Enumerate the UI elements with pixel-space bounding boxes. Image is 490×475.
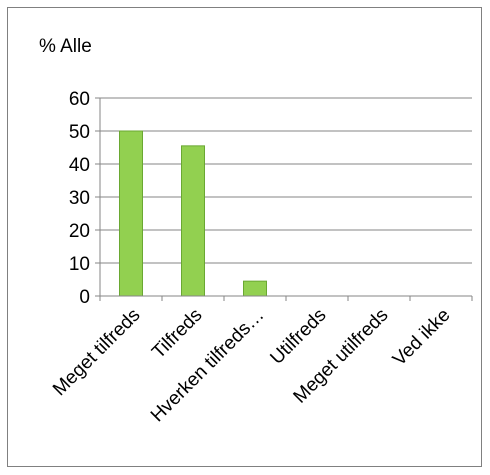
y-tick-label: 10 (69, 254, 90, 275)
x-tick-label: Meget tilfreds (49, 305, 144, 400)
y-tick-label: 0 (79, 287, 90, 308)
y-tick-label: 20 (69, 221, 90, 242)
x-tick-label: Hverken tilfreds… (147, 305, 269, 427)
y-tick-labels: 0 10 20 30 40 50 60 (69, 89, 90, 308)
chart-title: % Alle (39, 36, 92, 57)
y-tick-label: 50 (69, 122, 90, 143)
x-tick-label: Tilfreds (148, 305, 206, 363)
bars (119, 130, 267, 297)
x-tick-label: Utilfreds (266, 305, 330, 369)
bar (181, 145, 205, 297)
bar (119, 130, 143, 297)
axes (95, 97, 473, 301)
chart-frame (7, 7, 482, 467)
gridlines (100, 97, 472, 264)
y-tick-label: 30 (69, 188, 90, 209)
y-tick-label: 60 (69, 89, 90, 110)
bar (243, 280, 267, 297)
y-tick-label: 40 (69, 155, 90, 176)
x-tick-label: Ved ikke (389, 305, 455, 371)
